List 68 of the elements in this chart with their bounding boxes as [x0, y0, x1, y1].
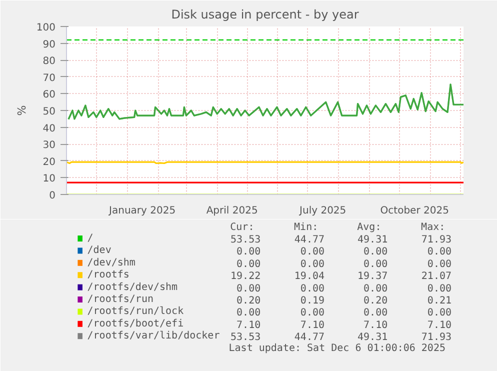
text: 0.00 — [427, 283, 452, 294]
y-tick-label: 30 — [42, 140, 56, 152]
text: 19.22 — [230, 271, 261, 282]
text: 49.31 — [358, 234, 388, 246]
text: 19.37 — [358, 271, 388, 282]
text: 7.10 — [364, 320, 388, 331]
x-tick-label: April 2025 — [206, 206, 258, 216]
text: Avg: — [357, 222, 382, 233]
text: 7.10 — [236, 320, 261, 331]
text: 44.77 — [294, 234, 325, 246]
text: 0.00 — [300, 246, 325, 258]
text: 0.00 — [364, 283, 388, 294]
text: 21.07 — [421, 271, 452, 282]
y-tick-label: 20 — [42, 156, 56, 168]
legend-label: /rootfs/dev/shm — [87, 282, 178, 293]
line-series — [68, 84, 464, 120]
text: 0.00 — [364, 308, 388, 319]
text: 7.10 — [427, 320, 452, 331]
text: 0.00 — [300, 308, 325, 319]
text: 0.00 — [300, 283, 325, 294]
y-tick-label: 70 — [42, 72, 56, 84]
text: 0.21 — [427, 296, 452, 306]
x-tick-label: January 2025 — [108, 206, 176, 216]
legend-label: /rootfs/var/lib/docker — [87, 330, 220, 342]
text: Last update: Sat Dec 6 01:00:06 2025 — [228, 342, 446, 354]
text: 49.31 — [358, 332, 388, 344]
y-tick-label: 90 — [42, 39, 56, 50]
text: Cur: — [230, 222, 254, 233]
text: 0.20 — [364, 296, 388, 306]
legend-label: / — [87, 233, 94, 244]
text: 0.00 — [236, 308, 261, 319]
y-tick-label: 0 — [49, 190, 56, 202]
y-tick-label: 10 — [42, 174, 56, 185]
legend-label: /dev — [87, 245, 112, 256]
text: 53.53 — [230, 332, 261, 344]
text: Min: — [294, 222, 318, 233]
text: 71.93 — [421, 332, 452, 344]
chart-title: Disk usage in percent - by year — [171, 8, 359, 22]
legend-label: /rootfs/run — [87, 294, 154, 305]
text: 44.77 — [294, 332, 325, 344]
text: 0.00 — [427, 258, 452, 270]
y-tick-label: 50 — [42, 106, 56, 118]
text: 0.00 — [364, 258, 388, 270]
x-tick-label: July 2025 — [298, 206, 346, 216]
text: 0.00 — [236, 258, 261, 270]
text: 19.04 — [294, 271, 325, 282]
text: 53.53 — [230, 234, 261, 246]
legend-label: /dev/shm — [87, 257, 136, 268]
y-axis-title: % — [15, 105, 28, 116]
y-tick-label: 100 — [36, 22, 56, 34]
x-tick-label: October 2025 — [380, 206, 449, 216]
text: 71.93 — [421, 234, 452, 246]
legend-label: /rootfs — [87, 270, 130, 281]
text: 0.00 — [236, 246, 261, 258]
legend-label: /rootfs/run/lock — [87, 306, 184, 318]
text: Max: — [421, 222, 446, 233]
text: 7.10 — [300, 320, 325, 331]
text: 0.00 — [300, 258, 325, 270]
text: 0.19 — [300, 296, 325, 306]
text: 0.00 — [364, 246, 388, 258]
text: 0.20 — [236, 296, 261, 306]
y-tick-label: 80 — [42, 56, 56, 68]
legend-label: /rootfs/boot/efi — [87, 318, 184, 330]
text: 0.00 — [236, 283, 261, 294]
y-tick-label: 40 — [42, 123, 56, 134]
text: 0.00 — [427, 246, 452, 258]
y-tick-label: 60 — [42, 90, 56, 101]
text: 0.00 — [427, 308, 452, 319]
